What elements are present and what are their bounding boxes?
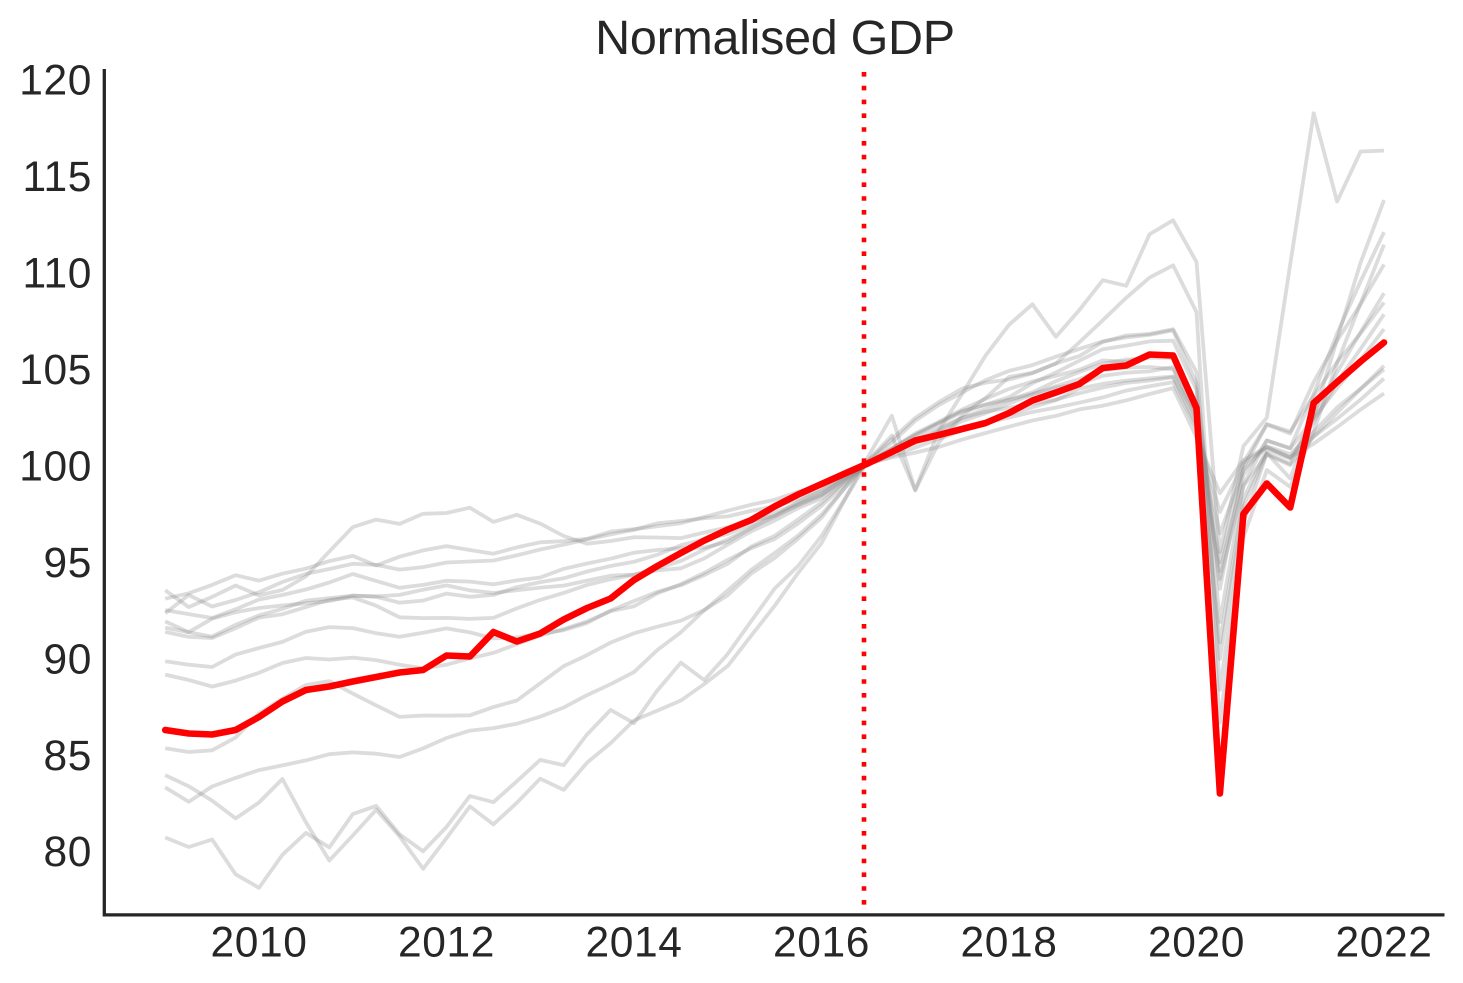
svg-text:100: 100 <box>19 443 92 490</box>
svg-text:115: 115 <box>22 154 92 201</box>
svg-text:2018: 2018 <box>961 920 1058 967</box>
svg-text:2014: 2014 <box>586 920 683 967</box>
svg-text:80: 80 <box>44 829 92 876</box>
svg-text:2022: 2022 <box>1336 920 1433 967</box>
svg-text:2010: 2010 <box>211 920 308 967</box>
svg-text:Normalised GDP: Normalised GDP <box>595 11 955 65</box>
svg-text:2020: 2020 <box>1148 920 1245 967</box>
svg-text:110: 110 <box>22 251 92 298</box>
svg-text:105: 105 <box>19 347 92 394</box>
svg-text:120: 120 <box>19 58 92 105</box>
svg-text:2012: 2012 <box>398 920 495 967</box>
svg-text:90: 90 <box>44 636 92 683</box>
svg-text:85: 85 <box>44 733 92 780</box>
svg-text:2016: 2016 <box>773 920 870 967</box>
svg-text:95: 95 <box>44 540 92 587</box>
